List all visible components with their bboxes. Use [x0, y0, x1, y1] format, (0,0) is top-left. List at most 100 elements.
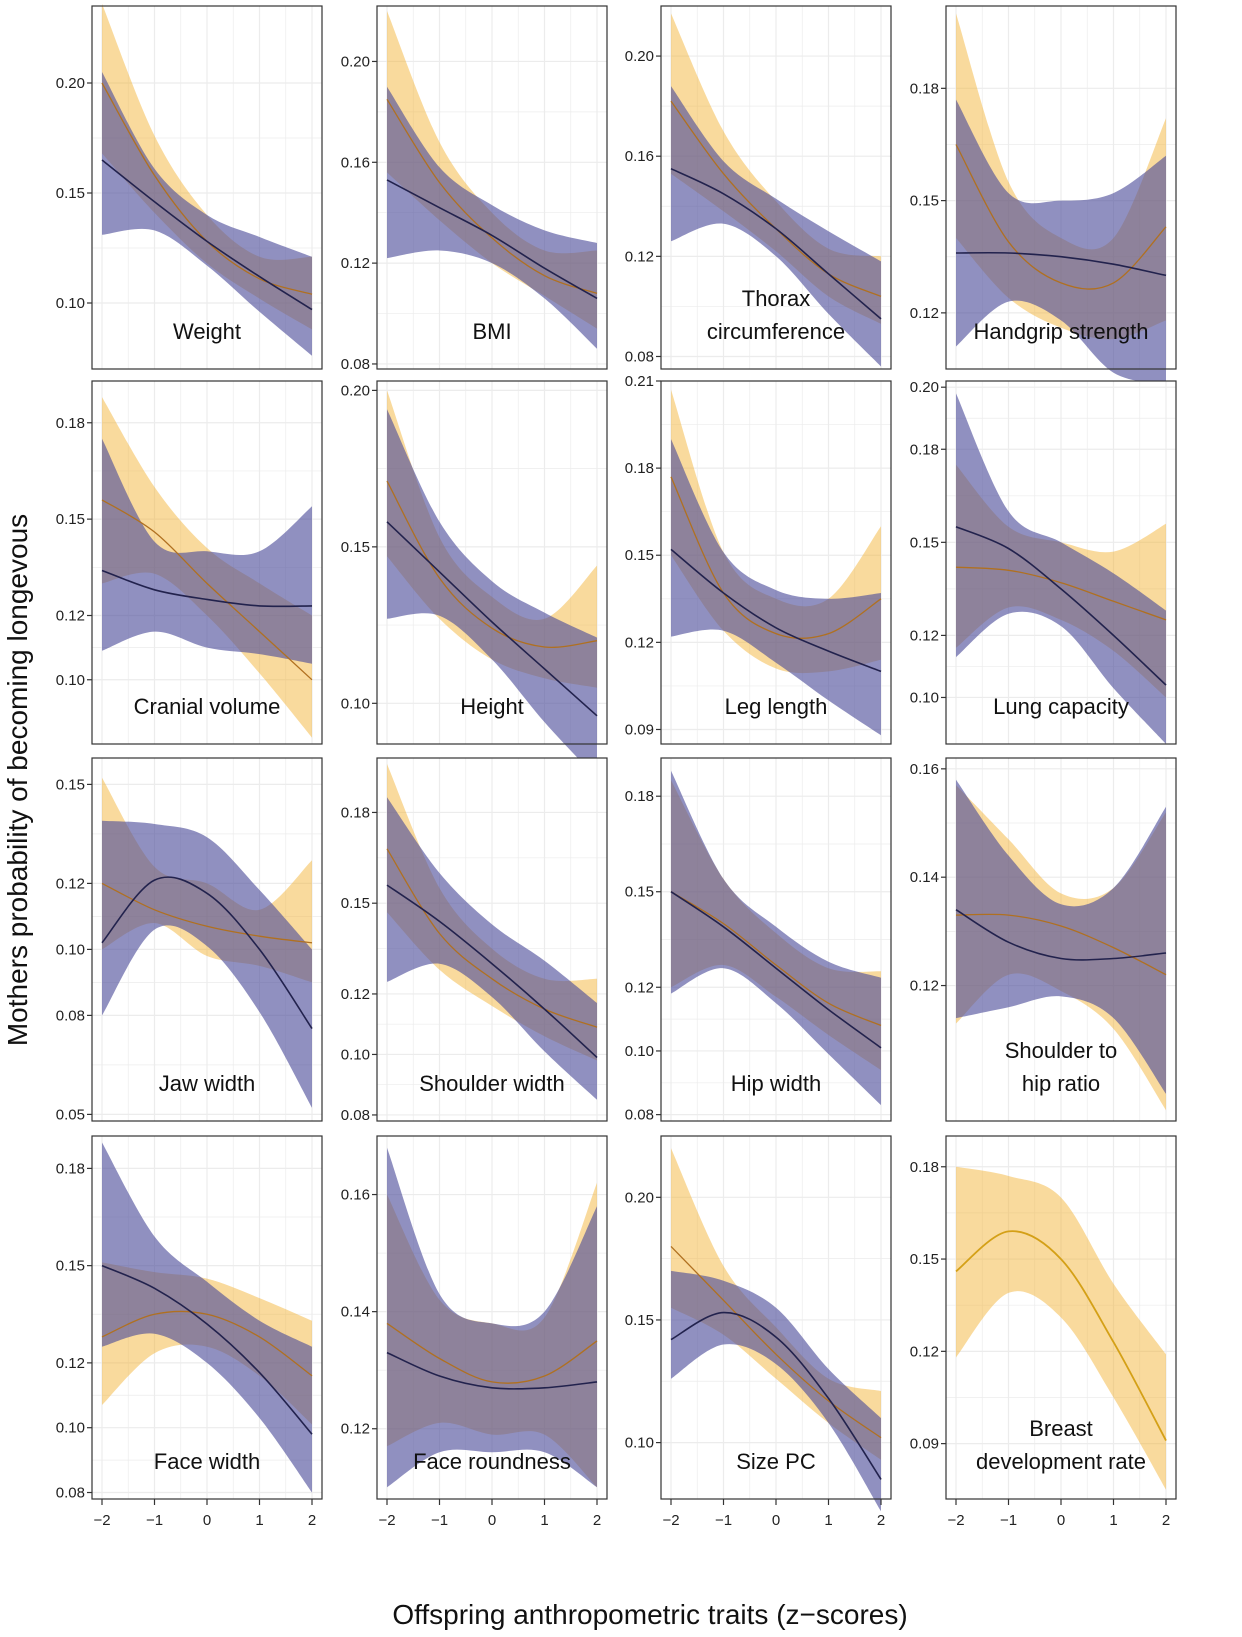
y-tick-label: 0.12 [910, 1343, 939, 1360]
y-tick-label: 0.15 [625, 884, 654, 901]
chart-panel-11: 0.08 0.10 0.12 0.15 0.18 Hip width [625, 757, 892, 1124]
purple-fit-line [955, 251, 1167, 277]
y-tick-label: 0.12 [56, 875, 85, 892]
x-tick-label: 0 [772, 1512, 780, 1529]
panel-label: Weight [173, 319, 241, 344]
purple-confidence-band [387, 86, 597, 349]
y-tick-label: 0.10 [56, 941, 85, 958]
x-tick-label: 1 [255, 1512, 263, 1529]
x-tick-label: −2 [93, 1512, 110, 1529]
y-tick-label: 0.18 [56, 1160, 85, 1177]
y-tick-label: 0.18 [625, 460, 654, 477]
x-axis-title: Offspring anthropometric traits (z−score… [392, 1599, 907, 1630]
y-tick-label: 0.10 [625, 1435, 654, 1452]
chart-panel-4: 0.12 0.15 0.18 Handgrip strength [910, 5, 1177, 384]
x-tick-label: −1 [146, 1512, 163, 1529]
panel-frame [945, 757, 1177, 1122]
y-tick-label: 0.12 [625, 248, 654, 265]
y-tick-label: 0.16 [625, 148, 654, 165]
x-tick-label: −2 [378, 1512, 395, 1529]
orange-fit-line [955, 1230, 1167, 1442]
y-tick-label: 0.18 [910, 441, 939, 458]
y-axis-title: Mothers probability of becoming longevou… [2, 514, 33, 1046]
y-tick-label: 0.16 [910, 761, 939, 778]
purple-fit-line [101, 159, 313, 311]
y-tick-label: 0.12 [910, 305, 939, 322]
y-tick-label: 0.16 [341, 154, 370, 171]
y-tick-label: 0.12 [625, 979, 654, 996]
purple-confidence-band [387, 797, 597, 1100]
panel-label: Leg length [725, 694, 828, 719]
y-tick-label: 0.20 [56, 75, 85, 92]
x-tick-label: 1 [540, 1512, 548, 1529]
chart-panel-15: 0.10 0.15 0.20 −2 −1 0 1 2 Size PC [625, 1135, 892, 1529]
purple-fit-line [386, 521, 598, 717]
y-tick-label: 0.18 [910, 1159, 939, 1176]
x-tick-label: 2 [877, 1512, 885, 1529]
x-tick-label: −1 [715, 1512, 732, 1529]
panel-frame [660, 757, 892, 1122]
y-tick-label: 0.20 [341, 382, 370, 399]
panel-frame [945, 380, 1177, 745]
y-tick-label: 0.08 [341, 356, 370, 373]
purple-confidence-band [102, 1142, 312, 1493]
y-tick-label: 0.14 [910, 869, 939, 886]
panel-frame [945, 5, 1177, 370]
y-tick-label: 0.15 [910, 534, 939, 551]
purple-confidence-band [102, 72, 312, 356]
y-tick-label: 0.10 [341, 1046, 370, 1063]
y-tick-label: 0.10 [56, 672, 85, 689]
y-tick-label: 0.20 [625, 1189, 654, 1206]
purple-confidence-band [956, 393, 1166, 744]
x-tick-label: 2 [1162, 1512, 1170, 1529]
y-tick-label: 0.05 [56, 1106, 85, 1123]
y-tick-label: 0.18 [910, 80, 939, 97]
panel-label: Face roundness [413, 1449, 571, 1474]
panel-label: Face width [154, 1449, 260, 1474]
orange-fit-line [670, 1245, 882, 1439]
y-tick-label: 0.12 [910, 627, 939, 644]
purple-fit-line [101, 569, 313, 608]
purple-fit-line [955, 526, 1167, 686]
orange-fit-line [955, 144, 1167, 290]
panel-label: Shoulder width [419, 1071, 565, 1096]
y-tick-label: 0.12 [341, 255, 370, 272]
purple-confidence-band [387, 1147, 597, 1488]
y-tick-label: 0.12 [910, 978, 939, 995]
y-tick-label: 0.20 [910, 379, 939, 396]
purple-confidence-band [102, 438, 312, 664]
orange-fit-line [101, 499, 313, 681]
panel-grid: 0.100.150.20Weight0.080.120.160.20BMI0.0… [56, 3, 1177, 1529]
orange-fit-line [101, 1310, 313, 1377]
orange-fit-line [101, 882, 313, 944]
panel-frame [376, 757, 608, 1122]
purple-fit-line [386, 884, 598, 1059]
panel-frame [660, 380, 892, 745]
y-tick-label: 0.15 [910, 1251, 939, 1268]
purple-fit-line [386, 179, 598, 300]
y-tick-label: 0.20 [341, 53, 370, 70]
y-tick-label: 0.10 [56, 1420, 85, 1437]
y-tick-label: 0.15 [341, 895, 370, 912]
y-tick-label: 0.15 [56, 1258, 85, 1275]
y-tick-label: 0.18 [56, 415, 85, 432]
panel-label: Breast [1029, 1416, 1093, 1441]
panel-frame [660, 5, 892, 370]
y-tick-label: 0.21 [625, 373, 654, 390]
purple-fit-line [670, 1311, 882, 1480]
chart-panel-16: 0.09 0.12 0.15 0.18 −2 −1 0 1 2 Breast development… [910, 1135, 1177, 1529]
chart-panel-8: 0.10 0.12 0.15 0.18 0.20 Lung capacity [910, 379, 1177, 745]
panel-label: circumference [707, 319, 845, 344]
chart-panel-5: 0.10 0.12 0.15 0.18 Cranial volume [56, 380, 323, 745]
orange-confidence-band [956, 1166, 1166, 1490]
y-tick-label: 0.12 [341, 1421, 370, 1438]
chart-panel-7: 0.09 0.12 0.15 0.18 0.21 Leg length [625, 373, 892, 745]
panel-label: Cranial volume [134, 694, 281, 719]
purple-confidence-band [387, 409, 597, 779]
orange-fit-line [955, 566, 1167, 621]
y-tick-label: 0.12 [56, 608, 85, 625]
panel-label: Handgrip strength [974, 319, 1149, 344]
x-tick-label: −2 [662, 1512, 679, 1529]
y-tick-label: 0.08 [625, 348, 654, 365]
x-tick-label: −1 [1000, 1512, 1017, 1529]
